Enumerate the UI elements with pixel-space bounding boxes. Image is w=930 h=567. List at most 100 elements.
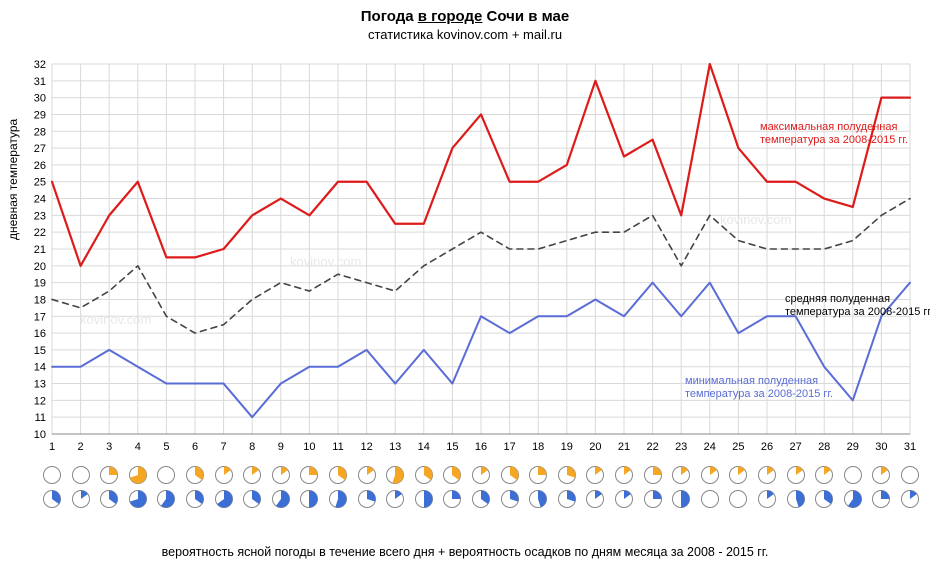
temperature-chart: kovinov.com kovinov.com kovinov.com 1011… [0,54,930,464]
svg-text:11: 11 [35,412,46,424]
day-pie [729,466,747,484]
day-pie [243,490,261,508]
day-pie [901,490,919,508]
day-pie [215,466,233,484]
svg-text:29: 29 [34,109,46,121]
svg-text:24: 24 [704,441,716,453]
day-pie [443,490,461,508]
svg-text:8: 8 [249,441,255,453]
svg-text:10: 10 [34,429,46,441]
day-pie [72,490,90,508]
title-city: в городе [418,8,483,25]
svg-text:13: 13 [34,379,46,391]
day-pie [558,466,576,484]
day-pie [586,490,604,508]
svg-text:29: 29 [847,441,859,453]
day-pie [529,466,547,484]
svg-text:23: 23 [675,441,687,453]
day-pie [815,466,833,484]
day-pie [644,466,662,484]
day-pie [186,466,204,484]
day-pie [100,490,118,508]
day-pie [129,466,147,484]
svg-text:6: 6 [192,441,198,453]
svg-text:31: 31 [34,76,46,88]
day-pie [243,466,261,484]
svg-text:19: 19 [561,441,573,453]
day-pie [272,466,290,484]
svg-text:20: 20 [34,261,46,273]
svg-text:минимальная полуденная: минимальная полуденная [685,375,818,387]
svg-text:15: 15 [446,441,458,453]
bottom-caption: вероятность ясной погоды в течение всего… [0,545,930,559]
svg-text:30: 30 [34,93,46,105]
day-pie [43,490,61,508]
svg-text:25: 25 [732,441,744,453]
day-pie [758,490,776,508]
day-pie [501,466,519,484]
day-pie [844,490,862,508]
day-pie [844,466,862,484]
svg-text:14: 14 [34,362,46,374]
svg-text:30: 30 [875,441,887,453]
day-pie [386,490,404,508]
page-title: Погода в городе Сочи в мае [0,8,930,25]
svg-text:2: 2 [78,441,84,453]
subtitle: статистика kovinov.com + mail.ru [0,27,930,42]
day-pie [729,490,747,508]
svg-text:28: 28 [818,441,830,453]
svg-text:19: 19 [34,278,46,290]
day-pie [100,466,118,484]
svg-text:22: 22 [34,227,46,239]
day-pie [558,490,576,508]
svg-text:4: 4 [135,441,141,453]
svg-text:10: 10 [303,441,315,453]
day-pie [872,466,890,484]
title-suffix: Сочи в мае [482,8,569,25]
day-pie [644,490,662,508]
day-pie [443,466,461,484]
day-pie [415,490,433,508]
svg-text:11: 11 [332,441,343,453]
day-pie [701,490,719,508]
svg-text:1: 1 [49,441,55,453]
day-pie [529,490,547,508]
day-pie [358,490,376,508]
day-pie [472,466,490,484]
svg-text:13: 13 [389,441,401,453]
svg-text:21: 21 [34,244,46,256]
chart-svg: 1011121314151617181920212223242526272829… [0,54,930,464]
svg-text:25: 25 [34,177,46,189]
svg-text:температура за 2008-2015 гг.: температура за 2008-2015 гг. [785,306,930,318]
svg-text:16: 16 [475,441,487,453]
svg-text:21: 21 [618,441,630,453]
svg-text:7: 7 [221,441,227,453]
day-pie [615,466,633,484]
svg-text:24: 24 [34,194,46,206]
day-pie [501,490,519,508]
svg-text:16: 16 [34,328,46,340]
svg-text:температура за 2008-2015 гг.: температура за 2008-2015 гг. [685,388,833,400]
svg-text:средняя полуденная: средняя полуденная [785,293,890,305]
day-pie [186,490,204,508]
day-pie [815,490,833,508]
svg-text:12: 12 [34,395,46,407]
day-pie [358,466,376,484]
svg-text:23: 23 [34,210,46,222]
day-pie [300,466,318,484]
day-pie [272,490,290,508]
svg-text:12: 12 [360,441,372,453]
svg-text:3: 3 [106,441,112,453]
svg-text:15: 15 [34,345,46,357]
svg-text:18: 18 [532,441,544,453]
day-pie [129,490,147,508]
svg-text:28: 28 [34,126,46,138]
svg-text:26: 26 [761,441,773,453]
svg-text:температура за 2008-2015 гг.: температура за 2008-2015 гг. [760,134,908,146]
svg-text:27: 27 [34,143,46,155]
day-pie [43,466,61,484]
svg-text:17: 17 [503,441,515,453]
day-pie [300,490,318,508]
day-pie [787,490,805,508]
day-pie [72,466,90,484]
